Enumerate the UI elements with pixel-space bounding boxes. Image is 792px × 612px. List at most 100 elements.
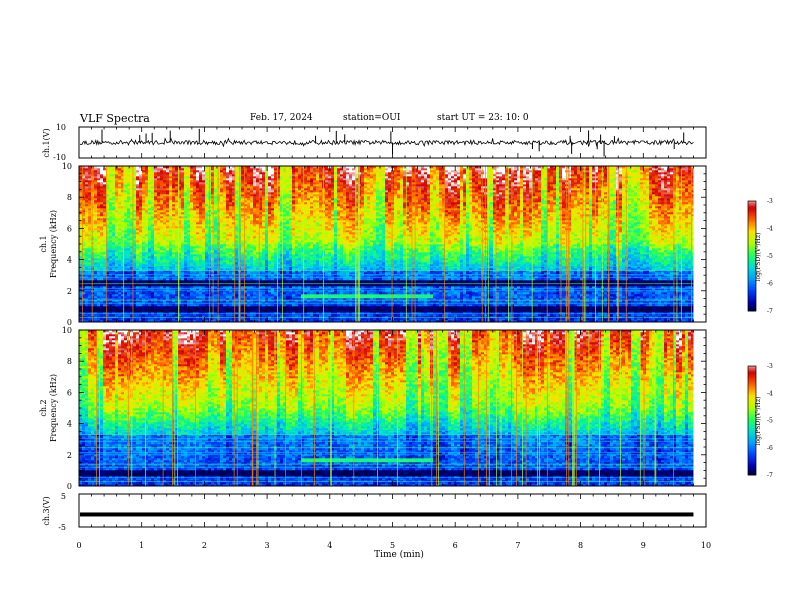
spectrogram-cell [85, 292, 89, 295]
spectrogram-cell [139, 220, 143, 223]
spectrogram-cell [181, 270, 185, 273]
spectrogram-cell [199, 268, 203, 271]
spectrogram-cell [88, 264, 92, 267]
spectrogram-cell [172, 216, 176, 219]
spectrogram-cell [190, 208, 194, 211]
spectrogram-cell [250, 320, 254, 323]
spectrogram-cell [187, 310, 191, 313]
spectrogram-cell [247, 194, 251, 197]
spectrogram-cell [181, 266, 185, 269]
spectrogram-cell [220, 190, 224, 193]
spectrogram-cell [262, 206, 266, 209]
spectrogram-cell [187, 196, 191, 199]
spectrogram-cell [175, 320, 179, 323]
spectrogram-cell [100, 320, 104, 323]
spectrogram-cell [175, 226, 179, 229]
spectrogram-cell [181, 190, 185, 193]
spectrogram-cell [118, 258, 122, 261]
spectrogram-cell [211, 210, 215, 213]
spectrogram-cell [97, 320, 101, 323]
spectrogram-cell [115, 272, 119, 275]
spectrogram-cell [79, 174, 83, 177]
spectrogram-cell [214, 272, 218, 275]
spectrogram-cell [106, 178, 110, 181]
spectrogram-cell [199, 198, 203, 201]
spectrogram-cell [130, 188, 134, 191]
spectrogram-cell [235, 272, 239, 275]
spectrogram-cell [148, 168, 152, 171]
spectrogram-cell [199, 248, 203, 251]
spectrogram-cell [160, 172, 164, 175]
spectrogram-cell [94, 194, 98, 197]
spectrogram-cell [115, 280, 119, 283]
spectrogram-cell [106, 234, 110, 237]
spectrogram-cell [121, 286, 125, 289]
spectrogram-cell [130, 262, 134, 265]
spectrogram-cell [253, 256, 257, 259]
spectrogram-cell [127, 254, 131, 257]
spectrogram-cell [256, 288, 260, 291]
spectrogram-cell [118, 210, 122, 213]
spectrogram-cell [79, 236, 83, 239]
spectrogram-cell [79, 170, 83, 173]
spectrogram-cell [112, 244, 116, 247]
spectrogram-cell [139, 260, 143, 263]
spectrogram-cell [85, 260, 89, 263]
spectrogram-cell [79, 244, 83, 247]
spectrogram-cell [79, 206, 83, 209]
spectrogram-cell [115, 194, 119, 197]
spectrogram-cell [229, 272, 233, 275]
spectrogram-cell [109, 212, 113, 215]
spectrogram-cell [196, 262, 200, 265]
spectrogram-cell [265, 192, 269, 195]
spectrogram-cell [133, 174, 137, 177]
spectrogram-cell [256, 278, 260, 281]
spectrogram-cell [214, 186, 218, 189]
spectrogram-cell [241, 314, 245, 317]
spectrogram-cell [130, 248, 134, 251]
spectrogram-cell [166, 242, 170, 245]
spectrogram-cell [106, 282, 110, 285]
spectrogram-cell [85, 180, 89, 183]
spectrogram-cell [127, 170, 131, 173]
spectrogram-cell [223, 220, 227, 223]
spectrogram-cell [121, 266, 125, 269]
spectrogram-cell [214, 274, 218, 277]
spectrogram-cell [127, 276, 131, 279]
spectrogram-cell [85, 190, 89, 193]
spectrogram-cell [205, 288, 209, 291]
spectrogram-cell [172, 266, 176, 269]
spectrogram-cell [112, 276, 116, 279]
spectrogram-cell [169, 234, 173, 237]
spectrogram-cell [112, 218, 116, 221]
spectrogram-cell [199, 206, 203, 209]
spectrogram-cell [79, 246, 83, 249]
spectrogram-cell [244, 318, 248, 321]
spectrogram-cell [196, 232, 200, 235]
spectrogram-cell [181, 218, 185, 221]
spectrogram-cell [181, 176, 185, 179]
spectrogram-cell [163, 186, 167, 189]
spectrogram-cell [262, 198, 266, 201]
spectrogram-cell [166, 182, 170, 185]
spectrogram-cell [136, 184, 140, 187]
spectrogram-cell [79, 272, 83, 275]
spectrogram-cell [100, 276, 104, 279]
spectrogram-cell [268, 268, 272, 271]
spectrogram-cell [85, 244, 89, 247]
spectrogram-cell [118, 236, 122, 239]
spectrogram-cell [85, 214, 89, 217]
spectrogram-cell [148, 188, 152, 191]
spectrogram-cell [82, 228, 86, 231]
spectrogram-cell [91, 280, 95, 283]
spectrogram-cell [184, 196, 188, 199]
spectrogram-cell [157, 280, 161, 283]
spectrogram-cell [211, 174, 215, 177]
spectrogram-cell [157, 224, 161, 227]
spectrogram-cell [241, 182, 245, 185]
spectrogram-cell [232, 228, 236, 231]
spectrogram-cell [154, 268, 158, 271]
spectrogram-cell [265, 308, 269, 311]
spectrogram-cell [232, 304, 236, 307]
spectrogram-cell [217, 186, 221, 189]
